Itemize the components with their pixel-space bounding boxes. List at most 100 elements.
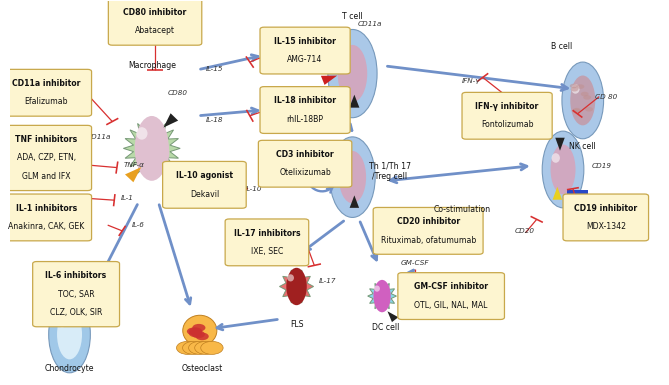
- Text: Abatacept: Abatacept: [135, 27, 175, 35]
- Ellipse shape: [287, 274, 294, 281]
- Text: IFN-γ inhibitor: IFN-γ inhibitor: [476, 102, 539, 111]
- Ellipse shape: [551, 144, 575, 194]
- Ellipse shape: [339, 151, 366, 203]
- Text: TNF inhibitors: TNF inhibitors: [15, 135, 78, 144]
- Text: IL-15: IL-15: [205, 66, 223, 72]
- Text: CD19 inhibitor: CD19 inhibitor: [574, 204, 638, 213]
- Text: T cell: T cell: [342, 12, 363, 20]
- Text: IXE, SEC: IXE, SEC: [251, 247, 283, 256]
- Text: FLS: FLS: [290, 320, 303, 329]
- Text: GM-CSF inhibitor: GM-CSF inhibitor: [414, 282, 488, 291]
- Circle shape: [570, 84, 577, 88]
- Text: Otelixizumab: Otelixizumab: [279, 168, 331, 177]
- Text: CD3 inhibitor: CD3 inhibitor: [276, 150, 334, 159]
- Text: MDX-1342: MDX-1342: [586, 222, 626, 231]
- Polygon shape: [125, 167, 141, 182]
- Text: CD80 inhibitor: CD80 inhibitor: [123, 8, 187, 17]
- Ellipse shape: [136, 127, 147, 140]
- FancyBboxPatch shape: [398, 273, 504, 320]
- Ellipse shape: [57, 310, 82, 359]
- Text: CD11a inhibitor: CD11a inhibitor: [12, 79, 81, 88]
- Ellipse shape: [49, 296, 90, 373]
- Polygon shape: [280, 270, 314, 303]
- Text: CD80: CD80: [168, 90, 188, 96]
- Circle shape: [187, 328, 200, 335]
- Text: TOC, SAR: TOC, SAR: [58, 290, 94, 299]
- Text: Chondrocyte: Chondrocyte: [45, 365, 94, 373]
- Text: IL-6 inhibitors: IL-6 inhibitors: [45, 271, 107, 280]
- Text: IL-1 inhibitors: IL-1 inhibitors: [16, 204, 77, 213]
- Ellipse shape: [330, 137, 375, 218]
- Text: DC cell: DC cell: [372, 323, 399, 332]
- Polygon shape: [163, 113, 178, 127]
- Ellipse shape: [373, 280, 391, 312]
- Circle shape: [573, 108, 581, 112]
- FancyBboxPatch shape: [373, 208, 483, 254]
- Text: IL-1: IL-1: [121, 195, 134, 201]
- Circle shape: [195, 341, 217, 354]
- Polygon shape: [387, 311, 398, 322]
- FancyBboxPatch shape: [1, 126, 92, 191]
- Circle shape: [201, 341, 223, 354]
- Circle shape: [189, 341, 211, 354]
- FancyBboxPatch shape: [163, 161, 246, 208]
- Text: Efalizumab: Efalizumab: [25, 97, 68, 107]
- Text: Rituximab, ofatumumab: Rituximab, ofatumumab: [381, 236, 476, 244]
- Text: TNF-α: TNF-α: [124, 162, 145, 168]
- Text: rhIL-18BP: rhIL-18BP: [286, 115, 324, 124]
- Ellipse shape: [338, 45, 367, 102]
- Text: Osteoclast: Osteoclast: [182, 365, 223, 373]
- Ellipse shape: [339, 55, 349, 66]
- Circle shape: [583, 95, 591, 100]
- Text: IL-10: IL-10: [245, 186, 262, 192]
- Polygon shape: [368, 281, 397, 311]
- FancyBboxPatch shape: [108, 0, 202, 45]
- Circle shape: [189, 330, 202, 337]
- Ellipse shape: [58, 318, 66, 328]
- Text: NK cell: NK cell: [569, 142, 596, 151]
- Text: CD11a: CD11a: [87, 134, 111, 140]
- Text: CD11a: CD11a: [358, 21, 383, 27]
- FancyBboxPatch shape: [33, 261, 120, 327]
- FancyBboxPatch shape: [260, 87, 350, 134]
- Circle shape: [192, 331, 205, 338]
- Circle shape: [189, 327, 202, 335]
- Circle shape: [192, 324, 205, 331]
- Ellipse shape: [562, 62, 603, 139]
- Circle shape: [577, 84, 584, 89]
- Text: GM-CSF: GM-CSF: [401, 261, 429, 266]
- Ellipse shape: [571, 84, 579, 94]
- Ellipse shape: [374, 286, 380, 292]
- Text: CLZ, OLK, SIR: CLZ, OLK, SIR: [50, 308, 102, 317]
- Text: Fontolizumab: Fontolizumab: [481, 121, 533, 129]
- Ellipse shape: [551, 153, 560, 163]
- Polygon shape: [350, 195, 359, 208]
- Text: OTL, GIL, NAL, MAL: OTL, GIL, NAL, MAL: [415, 301, 488, 310]
- Text: Co-stimulation: Co-stimulation: [434, 205, 491, 214]
- FancyBboxPatch shape: [563, 194, 648, 241]
- Text: CD20: CD20: [515, 228, 535, 234]
- Polygon shape: [349, 95, 359, 108]
- Text: IL-15 inhibitor: IL-15 inhibitor: [274, 37, 336, 46]
- Text: ADA, CZP, ETN,: ADA, CZP, ETN,: [17, 154, 76, 162]
- Text: Macrophage: Macrophage: [128, 62, 176, 70]
- Polygon shape: [323, 41, 338, 55]
- Polygon shape: [553, 187, 562, 200]
- Polygon shape: [555, 138, 565, 151]
- Text: IL-17 inhibitors: IL-17 inhibitors: [233, 229, 300, 238]
- Text: IL-10 agonist: IL-10 agonist: [176, 171, 233, 180]
- Ellipse shape: [328, 30, 377, 118]
- Circle shape: [585, 107, 593, 112]
- Ellipse shape: [134, 116, 169, 181]
- FancyBboxPatch shape: [1, 69, 92, 116]
- FancyBboxPatch shape: [462, 92, 552, 139]
- Ellipse shape: [340, 160, 349, 170]
- Circle shape: [195, 333, 209, 340]
- Bar: [567, 190, 587, 198]
- Text: Anakinra, CAK, GEK: Anakinra, CAK, GEK: [9, 222, 84, 231]
- Circle shape: [572, 109, 580, 113]
- Ellipse shape: [183, 315, 217, 346]
- Text: IL-6: IL-6: [132, 222, 145, 228]
- Polygon shape: [123, 120, 180, 177]
- Ellipse shape: [286, 268, 307, 305]
